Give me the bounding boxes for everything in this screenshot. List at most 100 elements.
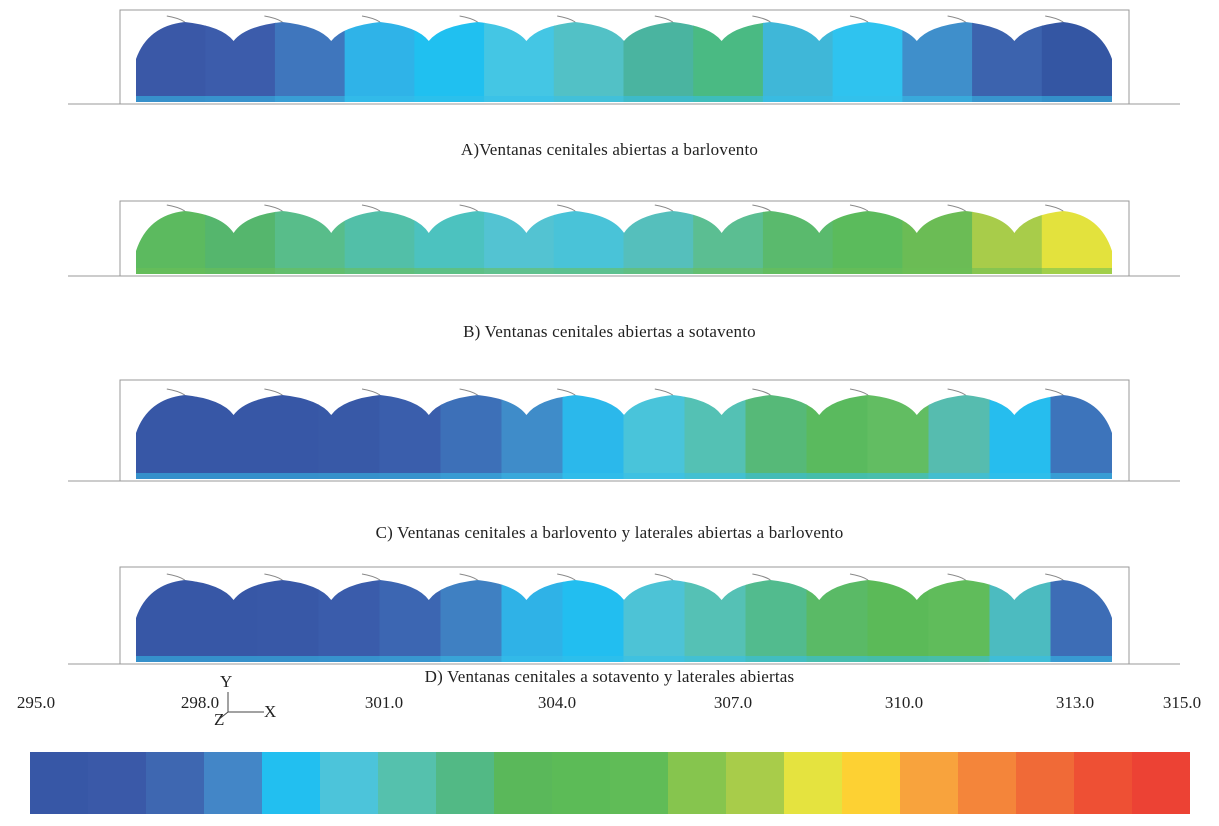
contour-band bbox=[806, 580, 869, 662]
vent-flap bbox=[361, 388, 381, 396]
colorbar-tick-310: 310.0 bbox=[884, 693, 924, 712]
vent-flap bbox=[947, 204, 966, 212]
contour-band bbox=[318, 580, 381, 662]
vent-flap bbox=[166, 388, 186, 396]
contour-band bbox=[745, 580, 808, 662]
contour-panel-b bbox=[0, 199, 1219, 289]
vent-flap bbox=[947, 15, 966, 23]
colorbar-tick-313: 313.0 bbox=[1055, 693, 1095, 712]
contour-band bbox=[501, 580, 564, 662]
colorbar-cell bbox=[610, 752, 668, 814]
vent-flap bbox=[557, 573, 576, 581]
vent-flap bbox=[849, 573, 869, 581]
contour-band bbox=[440, 395, 503, 479]
colorbar-cell bbox=[668, 752, 726, 814]
colorbar-cell bbox=[1016, 752, 1074, 814]
contour-band bbox=[1050, 395, 1112, 479]
vent-flap bbox=[166, 15, 186, 23]
colorbar-cell bbox=[900, 752, 958, 814]
contour-band bbox=[501, 395, 564, 479]
axis-y-label: Y bbox=[220, 672, 233, 691]
contour-band bbox=[440, 580, 503, 662]
contour-band bbox=[196, 580, 259, 662]
caption-panel-d: D) Ventanas cenitales a sotavento y late… bbox=[424, 667, 795, 686]
floor-band bbox=[136, 268, 1112, 274]
vent-flap bbox=[361, 15, 381, 23]
vent-flap bbox=[459, 388, 478, 396]
colorbar-cell bbox=[378, 752, 436, 814]
contour-band bbox=[196, 395, 259, 479]
colorbar bbox=[30, 752, 1190, 814]
vent-flap bbox=[849, 388, 869, 396]
contour-band bbox=[623, 395, 686, 479]
vent-flap bbox=[1045, 15, 1064, 23]
contour-band bbox=[684, 395, 747, 479]
contour-svg bbox=[68, 200, 1180, 277]
contour-band bbox=[1050, 580, 1112, 662]
colorbar-tick-301: 301.0 bbox=[364, 693, 404, 712]
vent-flap bbox=[1045, 388, 1064, 396]
contour-band bbox=[928, 580, 991, 662]
axis-triad-icon bbox=[217, 692, 264, 721]
vent-flap bbox=[166, 573, 186, 581]
contour-band bbox=[989, 580, 1052, 662]
floor-band bbox=[136, 656, 1112, 662]
contour-band bbox=[553, 22, 625, 102]
contour-band bbox=[136, 22, 207, 102]
colorbar-tick-315: 315.0 bbox=[1162, 693, 1202, 712]
contour-band bbox=[832, 22, 904, 102]
contour-svg bbox=[68, 566, 1180, 665]
contour-band bbox=[693, 22, 764, 102]
vent-flap bbox=[752, 204, 771, 212]
vent-flap bbox=[264, 204, 283, 212]
contour-band bbox=[318, 395, 381, 479]
vent-flap bbox=[361, 204, 381, 212]
colorbar-tick-304: 304.0 bbox=[537, 693, 577, 712]
vent-flap bbox=[361, 573, 381, 581]
colorbar-tick-295: 295.0 bbox=[16, 693, 56, 712]
contour-band bbox=[257, 580, 320, 662]
contour-band bbox=[867, 395, 930, 479]
vent-flap bbox=[654, 204, 674, 212]
colorbar-cell bbox=[30, 752, 88, 814]
contour-band bbox=[989, 395, 1052, 479]
vent-flap bbox=[752, 15, 771, 23]
colorbar-cell bbox=[784, 752, 842, 814]
colorbar-tick-298: 298.0 bbox=[180, 693, 220, 712]
contour-band bbox=[1041, 22, 1112, 102]
contour-band bbox=[136, 580, 198, 662]
contour-panel-c bbox=[0, 378, 1219, 484]
vent-flap bbox=[264, 15, 283, 23]
vent-flap bbox=[654, 573, 674, 581]
vent-flap bbox=[264, 388, 283, 396]
vent-flap bbox=[557, 204, 576, 212]
contour-band bbox=[972, 22, 1043, 102]
contour-band bbox=[379, 580, 442, 662]
contour-band bbox=[867, 580, 930, 662]
contour-band bbox=[806, 395, 869, 479]
contour-band bbox=[562, 580, 625, 662]
vent-flap bbox=[264, 573, 283, 581]
contour-band bbox=[562, 395, 625, 479]
contour-band bbox=[623, 580, 686, 662]
contour-band bbox=[623, 22, 695, 102]
contour-band bbox=[257, 395, 320, 479]
vent-flap bbox=[557, 388, 576, 396]
contour-band bbox=[745, 395, 808, 479]
caption-panel-a: A)Ventanas cenitales abiertas a barloven… bbox=[460, 140, 759, 159]
floor-band bbox=[136, 96, 1112, 102]
vent-flap bbox=[166, 204, 186, 212]
colorbar-cell bbox=[436, 752, 494, 814]
colorbar-cell bbox=[958, 752, 1016, 814]
colorbar-cell bbox=[842, 752, 900, 814]
vent-flap bbox=[459, 15, 478, 23]
caption-panel-b: B) Ventanas cenitales abiertas a sotaven… bbox=[463, 322, 756, 341]
contour-svg bbox=[68, 9, 1180, 105]
colorbar-cell bbox=[204, 752, 262, 814]
colorbar-cell bbox=[1074, 752, 1132, 814]
colorbar-cell bbox=[320, 752, 378, 814]
vent-flap bbox=[459, 573, 478, 581]
vent-flap bbox=[654, 388, 674, 396]
contour-panel-a bbox=[0, 8, 1219, 108]
contour-band bbox=[379, 395, 442, 479]
